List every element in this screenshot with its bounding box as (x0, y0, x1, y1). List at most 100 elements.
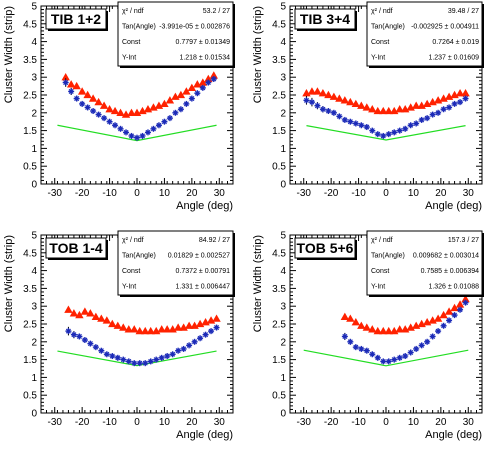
star-point (303, 97, 309, 103)
y-tick-label: 0.5 (272, 162, 286, 173)
stats-value: -0.002925 ± 0.004911 (411, 24, 479, 31)
triangle-point (444, 307, 454, 315)
triangle-point (72, 81, 81, 90)
star-point (430, 112, 436, 118)
star-point (161, 119, 167, 125)
star-point (347, 339, 353, 345)
y-tick-label: 2.5 (272, 320, 286, 331)
stats-label: Const (122, 39, 140, 46)
triangle-point (130, 325, 139, 333)
star-point (446, 104, 452, 110)
y-tick-label: 4.5 (272, 248, 286, 259)
y-tick-label: 1.5 (23, 355, 37, 366)
panel-title: TOB 5+6 (297, 240, 354, 256)
x-tick-label: -30 (47, 188, 62, 199)
star-point (167, 115, 173, 121)
x-tick-label: -20 (75, 188, 90, 199)
y-tick-label: 2 (280, 337, 286, 348)
triangle-point (357, 101, 366, 109)
stats-value: 157.3 / 27 (448, 237, 479, 244)
y-tick-label: 3.5 (272, 284, 286, 295)
y-axis-label: Cluster Width (strip) (3, 6, 15, 103)
y-tick-label: 2.5 (23, 320, 37, 331)
star-point (120, 357, 126, 363)
y-tick-label: 1 (280, 373, 286, 384)
y-tick-label: 3 (31, 302, 37, 313)
y-tick-label: 1 (31, 373, 37, 384)
y-tick-label: 0 (31, 409, 37, 420)
triangle-point (340, 96, 350, 104)
y-tick-label: 2 (31, 337, 37, 348)
star-point (408, 349, 414, 356)
stats-label: Const (371, 268, 389, 275)
stats-label: Tan(Angle) (371, 24, 405, 31)
star-point (175, 348, 181, 354)
triangle-point (162, 325, 172, 333)
x-tick-label: -20 (324, 188, 339, 199)
star-point (200, 85, 206, 91)
y-tick-label: 0 (31, 180, 37, 191)
triangle-point (61, 73, 70, 81)
triangle-point (384, 106, 393, 115)
triangle-point (141, 326, 150, 335)
stats-box (366, 230, 483, 296)
star-point (211, 76, 217, 82)
chart-panel-4: 0 0.5 1 1.5 2 2.5 3 3.5 4 4.5 5 -30 -20 -10 0 10 20 30Ang… (252, 230, 484, 441)
triangle-point (127, 108, 136, 116)
y-tick-label: 4 (280, 37, 286, 48)
x-tick-label: 30 (463, 417, 475, 428)
star-point (325, 108, 331, 114)
triangle-point (346, 97, 355, 106)
star-point (452, 312, 458, 318)
triangle-point (165, 96, 175, 104)
star-point (314, 103, 320, 109)
star-point (214, 325, 220, 331)
x-tick-label: 10 (408, 417, 420, 428)
x-tick-label: 20 (435, 188, 447, 199)
x-tick-label: 30 (463, 188, 475, 199)
triangle-point (411, 101, 421, 109)
star-point (68, 88, 74, 94)
x-axis-label: Angle (deg) (176, 200, 233, 212)
stats-box (366, 1, 483, 67)
star-point (342, 333, 348, 339)
triangle-point (91, 312, 101, 321)
stats-label: Y-Int (122, 55, 136, 62)
star-point (342, 117, 348, 123)
y-tick-label: 4.5 (23, 248, 37, 259)
star-point (419, 117, 425, 123)
triangle-point (69, 309, 79, 317)
fit-line (303, 349, 469, 367)
y-tick-label: 2 (280, 108, 286, 119)
star-point (104, 351, 110, 357)
star-point (446, 317, 452, 323)
star-point (364, 124, 370, 130)
y-tick-label: 4 (31, 37, 37, 48)
triangle-point (146, 326, 155, 335)
y-tick-label: 0.5 (23, 162, 37, 173)
star-point (107, 119, 113, 125)
star-point (178, 106, 184, 112)
triangle-point (379, 106, 388, 115)
x-axis-label: Angle (deg) (176, 429, 233, 441)
triangle-point (182, 87, 191, 95)
triangle-point (439, 310, 448, 319)
star-point (364, 348, 370, 354)
y-tick-label: 0 (280, 409, 286, 420)
star-point (85, 104, 91, 110)
stats-label: Y-Int (371, 284, 385, 291)
y-tick-label: 4.5 (23, 19, 37, 30)
stats-value: 1.218 ± 0.01534 (179, 55, 230, 62)
x-tick-label: -30 (47, 417, 62, 428)
x-tick-label: -10 (102, 188, 117, 199)
triangle-point (455, 89, 465, 97)
star-point (63, 80, 69, 86)
panel-title: TOB 1-4 (49, 240, 103, 256)
star-point (205, 80, 211, 86)
y-tick-label: 2.5 (272, 91, 286, 102)
triangle-point (209, 71, 218, 79)
stats-value: 1.326 ± 0.01088 (428, 284, 479, 291)
triangle-point (160, 99, 169, 108)
data-layer (303, 294, 470, 367)
star-point (115, 355, 121, 361)
